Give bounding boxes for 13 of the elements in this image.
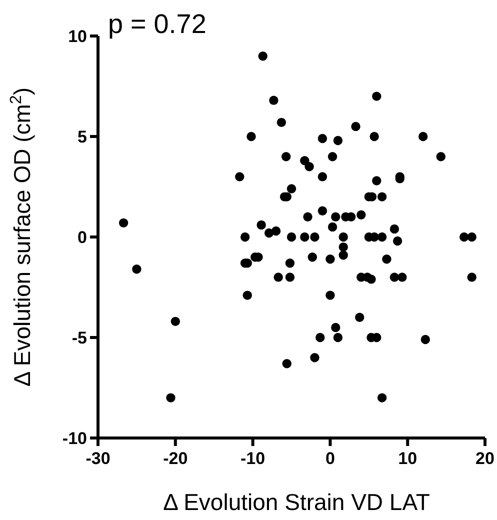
x-tick-label: 0 xyxy=(325,449,335,468)
x-tick-label: -20 xyxy=(163,449,188,468)
x-tick-label: -30 xyxy=(86,449,110,468)
x-tick-label: 20 xyxy=(476,449,494,468)
x-tick-label: -10 xyxy=(240,449,266,468)
y-tick-label: 0 xyxy=(78,228,87,247)
x-tick-label: 10 xyxy=(398,449,418,468)
y-tick-label: 10 xyxy=(68,26,87,46)
x-axis-title: Δ Evolution Strain VD LAT xyxy=(163,489,430,515)
y-tick-label: -10 xyxy=(62,428,87,448)
y-tick-label: 5 xyxy=(78,127,87,146)
annotation: p = 0.72 xyxy=(108,9,206,39)
y-tick-label: -5 xyxy=(72,328,87,348)
